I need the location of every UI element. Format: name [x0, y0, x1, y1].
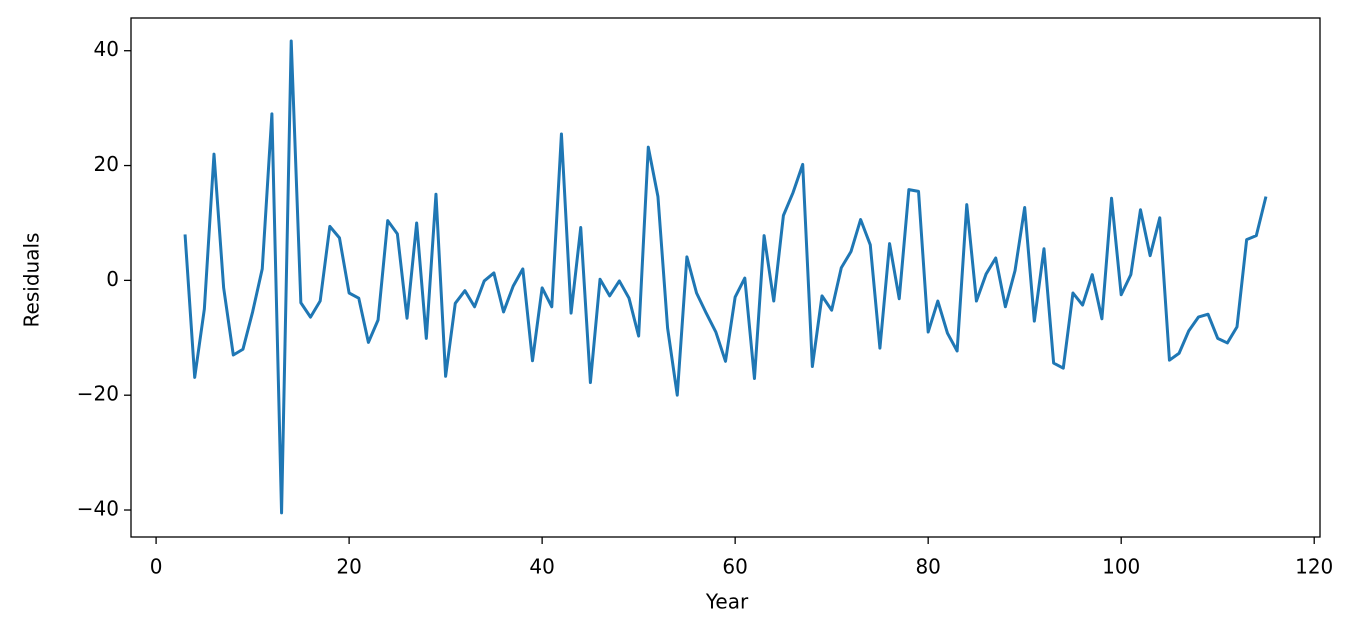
y-tick-label: 20 — [94, 152, 119, 176]
y-axis-label: Residuals — [20, 233, 44, 328]
y-tick-label: 40 — [94, 37, 119, 61]
x-axis-label: Year — [705, 590, 749, 614]
x-tick-label: 120 — [1295, 555, 1333, 579]
plot-frame — [130, 17, 1321, 538]
y-tick-label: 0 — [106, 267, 119, 291]
x-tick-label: 20 — [336, 555, 361, 579]
y-tick-label: −20 — [77, 382, 119, 406]
y-tick-label: −40 — [77, 497, 119, 521]
data-line — [183, 39, 1268, 515]
x-tick-label: 0 — [150, 555, 163, 579]
x-tick-label: 80 — [915, 555, 940, 579]
x-tick-label: 60 — [722, 555, 747, 579]
x-tick-label: 100 — [1102, 555, 1140, 579]
x-tick-label: 40 — [529, 555, 554, 579]
